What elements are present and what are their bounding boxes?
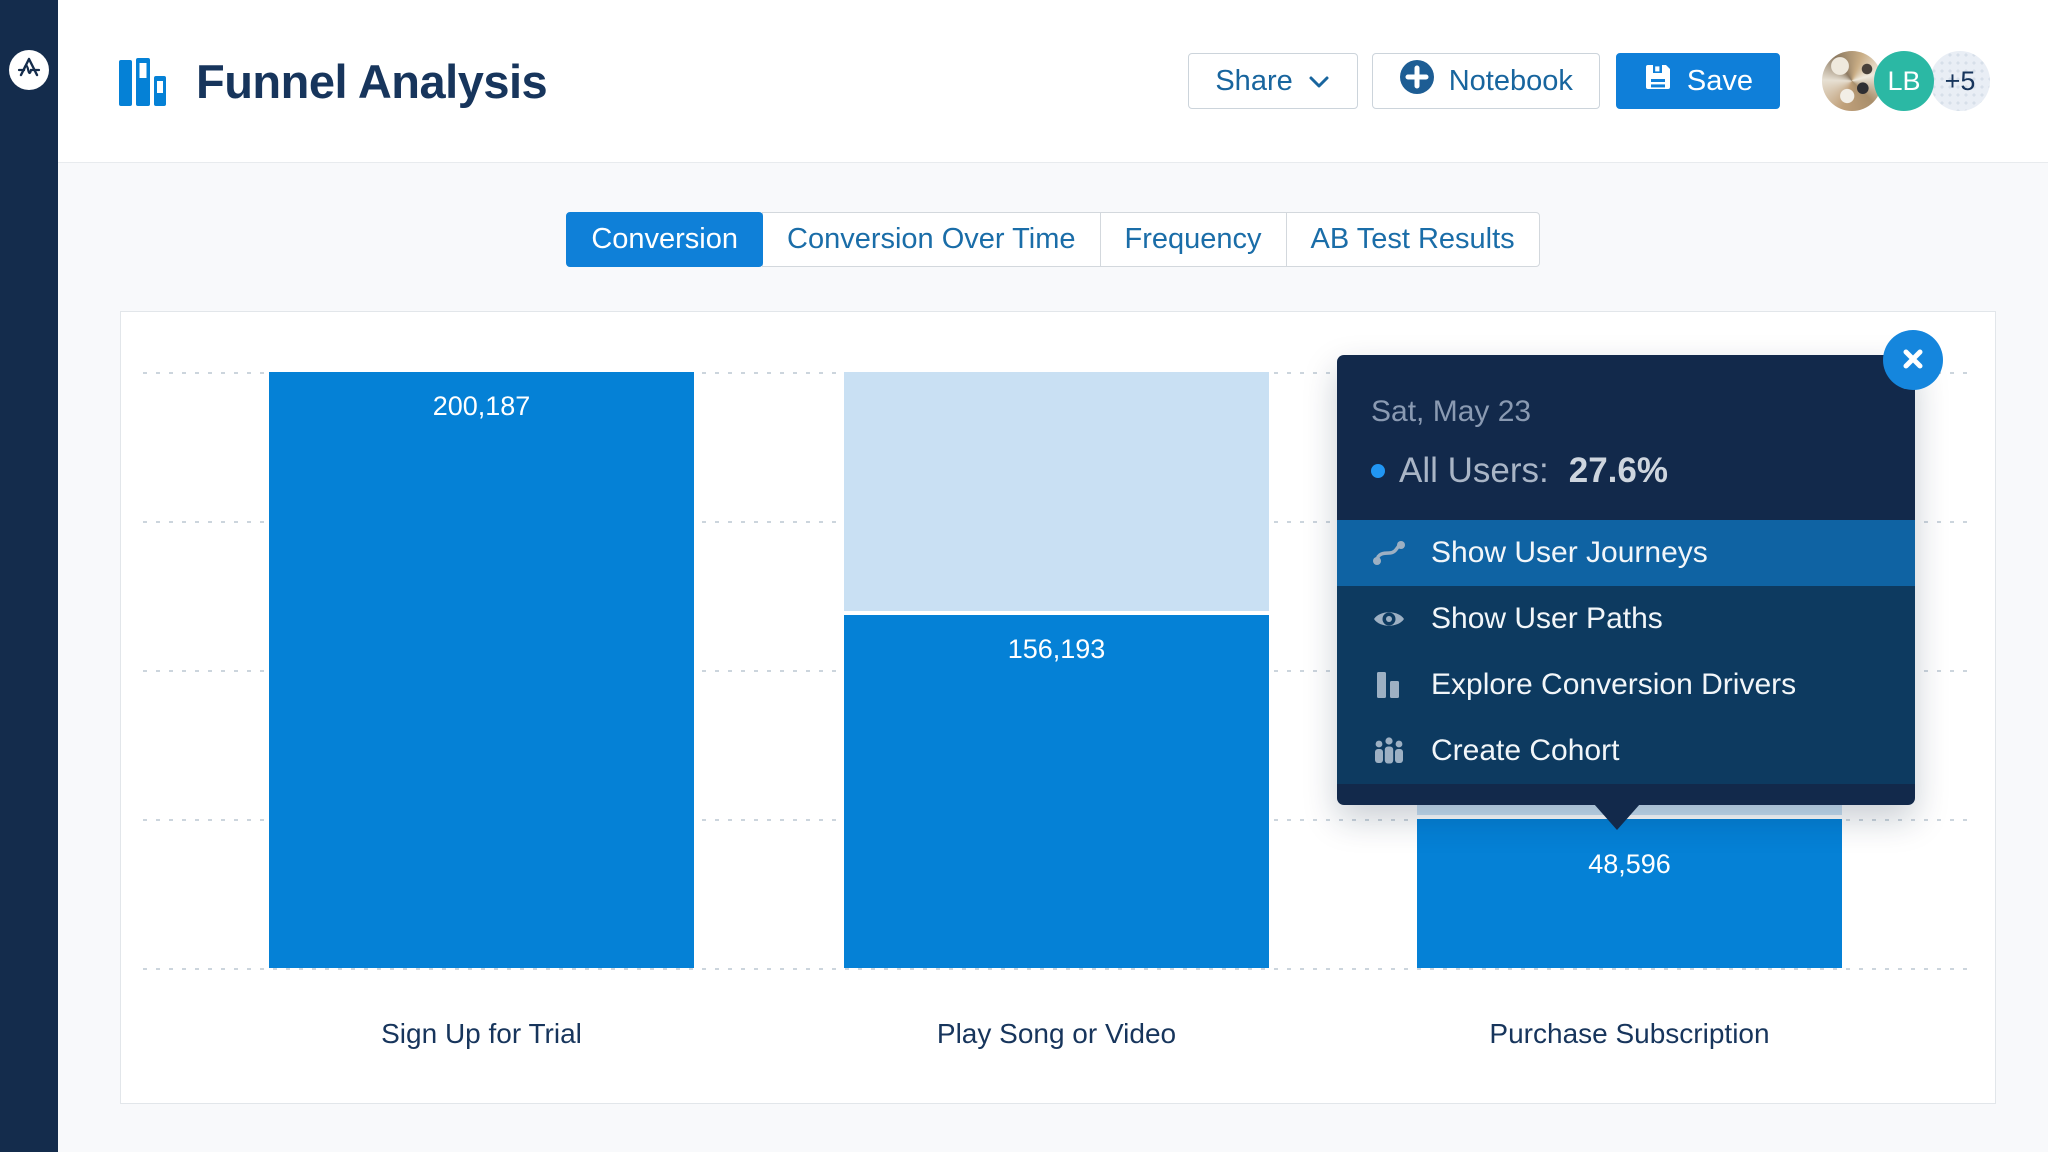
- eye-icon: [1371, 606, 1407, 632]
- tooltip-series-value: 27.6%: [1568, 451, 1668, 490]
- bar-value-label: 48,596: [1588, 849, 1671, 879]
- notebook-button[interactable]: Notebook: [1371, 53, 1600, 109]
- close-icon: [1899, 345, 1927, 376]
- title-group: Funnel Analysis: [118, 52, 548, 111]
- page-title: Funnel Analysis: [196, 54, 548, 108]
- tooltip-series-row: All Users: 27.6%: [1371, 451, 1881, 491]
- header: Funnel Analysis Share Notebook: [58, 0, 2048, 163]
- menu-item-create-cohort[interactable]: Create Cohort: [1337, 718, 1915, 784]
- gridline-0: [143, 968, 1973, 970]
- header-actions: Share Notebook: [1188, 51, 1990, 111]
- save-button[interactable]: Save: [1615, 53, 1780, 109]
- menu-item-explore-conversion-drivers[interactable]: Explore Conversion Drivers: [1337, 652, 1915, 718]
- tooltip-menu: Show User Journeys Show User Paths Explo…: [1337, 520, 1915, 784]
- share-button[interactable]: Share: [1188, 53, 1358, 109]
- amplitude-logo-icon: [13, 52, 45, 89]
- menu-item-show-user-paths[interactable]: Show User Paths: [1337, 586, 1915, 652]
- tooltip-date: Sat, May 23: [1371, 395, 1532, 428]
- tab-conversion[interactable]: Conversion: [566, 212, 763, 267]
- tooltip-close-button[interactable]: [1883, 330, 1943, 390]
- chevron-down-icon: [1307, 65, 1331, 98]
- save-button-label: Save: [1686, 64, 1753, 97]
- bar-play-song-total[interactable]: [844, 372, 1269, 611]
- tab-ab-test-results[interactable]: AB Test Results: [1285, 212, 1540, 267]
- tooltip-caret: [1594, 804, 1640, 830]
- save-floppy-icon: [1643, 62, 1673, 100]
- funnel-chart-icon: [118, 52, 170, 111]
- view-tabs: Conversion Conversion Over Time Frequenc…: [58, 212, 2048, 267]
- plus-circle-icon: [1399, 59, 1435, 103]
- tab-conversion-over-time[interactable]: Conversion Over Time: [762, 212, 1101, 267]
- bar-purchase-converted[interactable]: 48,596: [1417, 819, 1842, 968]
- cohort-icon: [1371, 736, 1407, 766]
- menu-item-label: Explore Conversion Drivers: [1431, 668, 1797, 701]
- category-label-purchase: Purchase Subscription: [1489, 1018, 1770, 1049]
- category-label-sign-up: Sign Up for Trial: [381, 1018, 582, 1049]
- avatar-lb[interactable]: LB: [1874, 51, 1934, 111]
- app-sidebar: [0, 0, 58, 1152]
- collaborator-avatars: LB +5: [1822, 51, 1990, 111]
- bar-chart-icon: [1371, 670, 1407, 700]
- menu-item-label: Show User Paths: [1431, 602, 1663, 635]
- bar-sign-up-converted[interactable]: 200,187: [269, 372, 694, 968]
- tooltip-header: Sat, May 23 All Users: 27.6%: [1337, 355, 1915, 491]
- user-journeys-icon: [1371, 539, 1407, 567]
- series-dot-icon: [1371, 464, 1385, 478]
- amplitude-logo[interactable]: [9, 50, 49, 90]
- tab-frequency[interactable]: Frequency: [1099, 212, 1287, 267]
- tooltip-series-label: All Users:: [1399, 451, 1549, 490]
- bar-value-label: 156,193: [1007, 634, 1106, 664]
- avatar-overflow-count[interactable]: +5: [1930, 51, 1990, 111]
- share-button-label: Share: [1215, 64, 1293, 97]
- notebook-button-label: Notebook: [1448, 64, 1573, 97]
- chart-tooltip: Sat, May 23 All Users: 27.6% Show User J…: [1337, 330, 1943, 830]
- avatar-photo[interactable]: [1822, 51, 1882, 111]
- category-label-play-song: Play Song or Video: [936, 1018, 1177, 1049]
- bar-play-song-converted[interactable]: 156,193: [844, 615, 1269, 968]
- menu-item-label: Show User Journeys: [1431, 536, 1708, 569]
- menu-item-show-user-journeys[interactable]: Show User Journeys: [1337, 520, 1915, 586]
- menu-item-label: Create Cohort: [1431, 734, 1620, 767]
- bar-value-label: 200,187: [432, 391, 531, 421]
